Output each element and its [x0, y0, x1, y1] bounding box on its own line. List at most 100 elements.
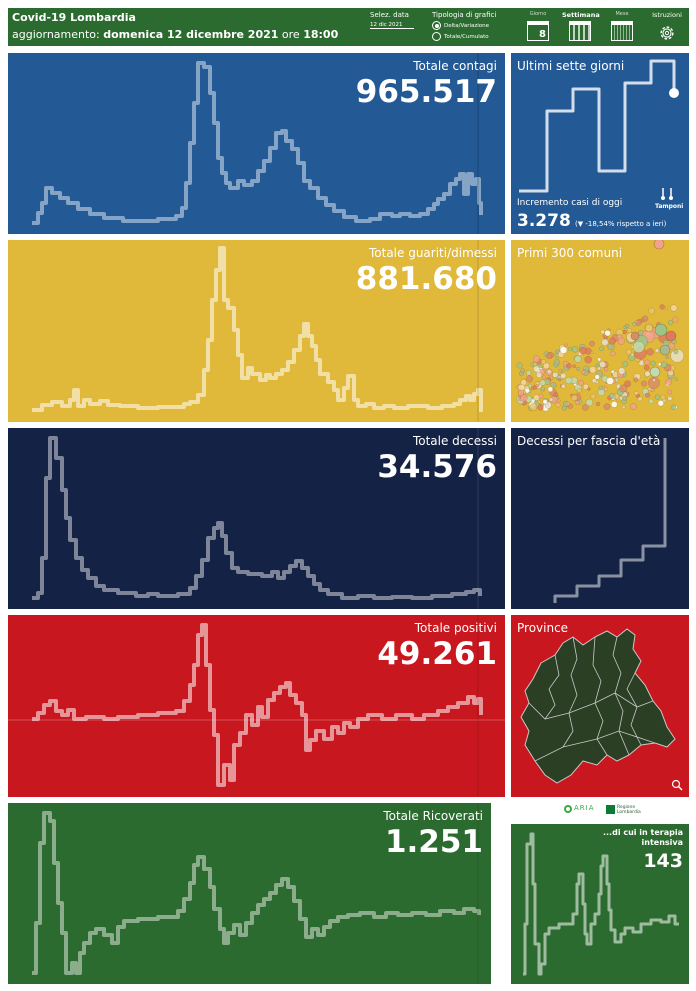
comune-bubble [648, 398, 654, 404]
calendar-day-icon: 8 [527, 21, 549, 41]
comune-bubble-large [644, 323, 654, 333]
update-prefix: aggiornamento: [12, 28, 100, 41]
contagi-value: 965.517 [355, 74, 497, 110]
comune-bubble [633, 377, 639, 383]
contagi-panel[interactable]: Totale contagi 965.517 [8, 53, 505, 234]
icu-sparkline [523, 832, 679, 976]
comune-bubble [540, 386, 545, 392]
chart-type-radio-total[interactable]: Totale/Cumulato [432, 32, 489, 41]
comune-bubble [565, 376, 573, 385]
chart-type-option-total: Totale/Cumulato [444, 34, 489, 40]
comune-bubble [552, 371, 559, 378]
guariti-title: Totale guariti/dimessi [368, 246, 497, 260]
regione-lombardia-logo-text: Regione Lombardia [617, 805, 641, 815]
decessi-title: Totale decessi [412, 434, 497, 448]
comune-bubble [622, 405, 626, 409]
comune-bubble [610, 401, 618, 408]
age-panel[interactable]: Decessi per fascia d'età [511, 428, 689, 609]
increment-change: (▼ -18,54% rispetto a ieri) [575, 220, 667, 228]
comune-bubble [520, 368, 526, 373]
comune-bubble [542, 399, 548, 405]
comune-bubble [606, 377, 614, 385]
seven-days-chart [519, 59, 679, 193]
comune-bubble [543, 362, 550, 370]
increment-value: 3.278 [517, 211, 571, 231]
comune-bubble [582, 383, 589, 390]
comune-bubble [597, 388, 606, 397]
instructions-label: Istruzioni [652, 11, 682, 19]
magnifier-icon[interactable] [671, 779, 683, 791]
decessi-panel[interactable]: Totale decessi 34.576 [8, 428, 505, 609]
comune-bubble [572, 364, 577, 368]
comune-bubble-large [654, 323, 668, 337]
comune-bubble [559, 346, 568, 354]
comune-bubble [600, 329, 605, 335]
comune-bubble [644, 359, 651, 366]
comune-bubble [568, 346, 573, 351]
comune-bubble [610, 369, 615, 374]
comune-bubble [659, 304, 665, 310]
comuni-title: Primi 300 comuni [517, 246, 623, 260]
instructions-button[interactable]: Istruzioni [648, 11, 686, 45]
comune-bubble [520, 394, 528, 402]
chart-type-radio-delta[interactable]: Delta/Variazione [432, 21, 489, 30]
comune-bubble [542, 375, 547, 380]
age-step-chart [553, 438, 667, 603]
comune-bubble [590, 393, 596, 400]
comune-bubble [650, 387, 655, 392]
comune-bubble [638, 360, 645, 366]
comune-bubble [574, 355, 582, 363]
comune-bubble [618, 367, 626, 375]
comune-bubble [622, 395, 628, 401]
seven-days-panel[interactable]: Ultimi sette giorni Incremento casi di o… [511, 53, 689, 234]
positivi-panel[interactable]: Totale positivi 49.261 [8, 615, 505, 797]
update-mid: ore [281, 28, 300, 41]
comune-bubble [601, 338, 609, 346]
comune-bubble [533, 394, 540, 401]
comune-bubble [644, 370, 651, 377]
comune-bubble [632, 341, 645, 353]
period-button-day[interactable]: Giorno 8 [522, 11, 554, 45]
guariti-panel[interactable]: Totale guariti/dimessi 881.680 [8, 240, 505, 422]
comune-bubble [657, 400, 664, 407]
comune-bubble [536, 372, 543, 379]
comune-bubble [674, 377, 679, 381]
comune-bubble [665, 378, 673, 386]
date-selector[interactable]: 12 dic 2021 [370, 22, 414, 29]
comune-bubble [597, 357, 602, 362]
comune-bubble [670, 304, 678, 312]
comune-bubble [642, 315, 649, 322]
period-button-week[interactable]: Settimana [562, 11, 600, 45]
comune-bubble [581, 369, 586, 375]
comune-bubble [566, 363, 572, 369]
comune-bubble [529, 403, 538, 411]
comune-bubble [585, 398, 594, 407]
calendar-month-icon [611, 21, 633, 41]
aria-logo-icon [564, 805, 572, 813]
comune-bubble [673, 349, 679, 355]
ricoverati-panel[interactable]: Totale Ricoverati 1.251 [8, 803, 491, 984]
province-panel[interactable]: Province [511, 615, 689, 797]
comune-bubble [645, 392, 651, 398]
comune-bubble [587, 387, 591, 391]
period-button-month[interactable]: Mese [606, 11, 638, 45]
update-time: 18:00 [303, 28, 339, 41]
comune-bubble [597, 366, 601, 371]
comune-bubble [539, 379, 546, 386]
comuni-panel[interactable]: Primi 300 comuni [511, 240, 689, 422]
tamponi-button[interactable]: Tamponi [655, 203, 684, 210]
comune-bubble [619, 384, 627, 393]
comune-bubble [610, 350, 616, 357]
comune-bubble-large [665, 330, 677, 342]
comune-bubble [595, 401, 601, 407]
aria-logo-text: ARIA [574, 804, 595, 812]
update-date: domenica 12 dicembre 2021 [103, 28, 279, 41]
comune-bubble [547, 386, 554, 393]
province-map[interactable] [511, 615, 689, 797]
icu-panel[interactable]: ...di cui in terapia intensiva 143 [511, 824, 689, 984]
comune-bubble [560, 372, 567, 379]
comune-bubble [667, 320, 673, 326]
ricoverati-value: 1.251 [384, 824, 483, 860]
comune-bubble [648, 307, 655, 315]
comune-bubble [670, 404, 676, 410]
